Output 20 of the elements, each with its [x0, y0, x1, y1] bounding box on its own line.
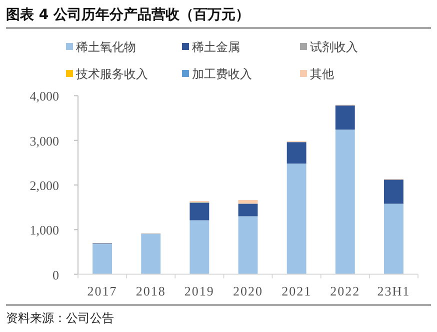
legend-label: 加工费收入 — [192, 67, 252, 81]
x-tick-label: 2021 — [282, 283, 312, 298]
y-tick-label: 4,000 — [30, 88, 59, 104]
x-tick-label: 2017 — [87, 283, 118, 298]
text: 资料来源：公司公告 — [6, 311, 114, 325]
y-tick-label: 3,000 — [30, 133, 59, 148]
x-tick-label: 2020 — [233, 283, 263, 298]
legend-label: 其他 — [310, 67, 334, 81]
y-tick-label: 1,000 — [30, 222, 59, 238]
y-tick-label: 0 — [52, 267, 59, 282]
x-tick-label: 2022 — [330, 283, 360, 298]
y-tick-label: 2,000 — [30, 178, 59, 193]
legend-label: 稀土金属 — [192, 40, 240, 54]
chart-title: 图表 4 公司历年分产品营收（百万元） — [6, 6, 250, 23]
x-tick-label: 2019 — [184, 283, 214, 298]
legend-label: 技术服务收入 — [75, 67, 148, 81]
legend-label: 试剂收入 — [310, 40, 358, 54]
x-tick-label: 2018 — [136, 283, 166, 298]
x-tick-label: 23H1 — [377, 283, 410, 298]
legend-label: 稀土氧化物 — [76, 40, 136, 54]
